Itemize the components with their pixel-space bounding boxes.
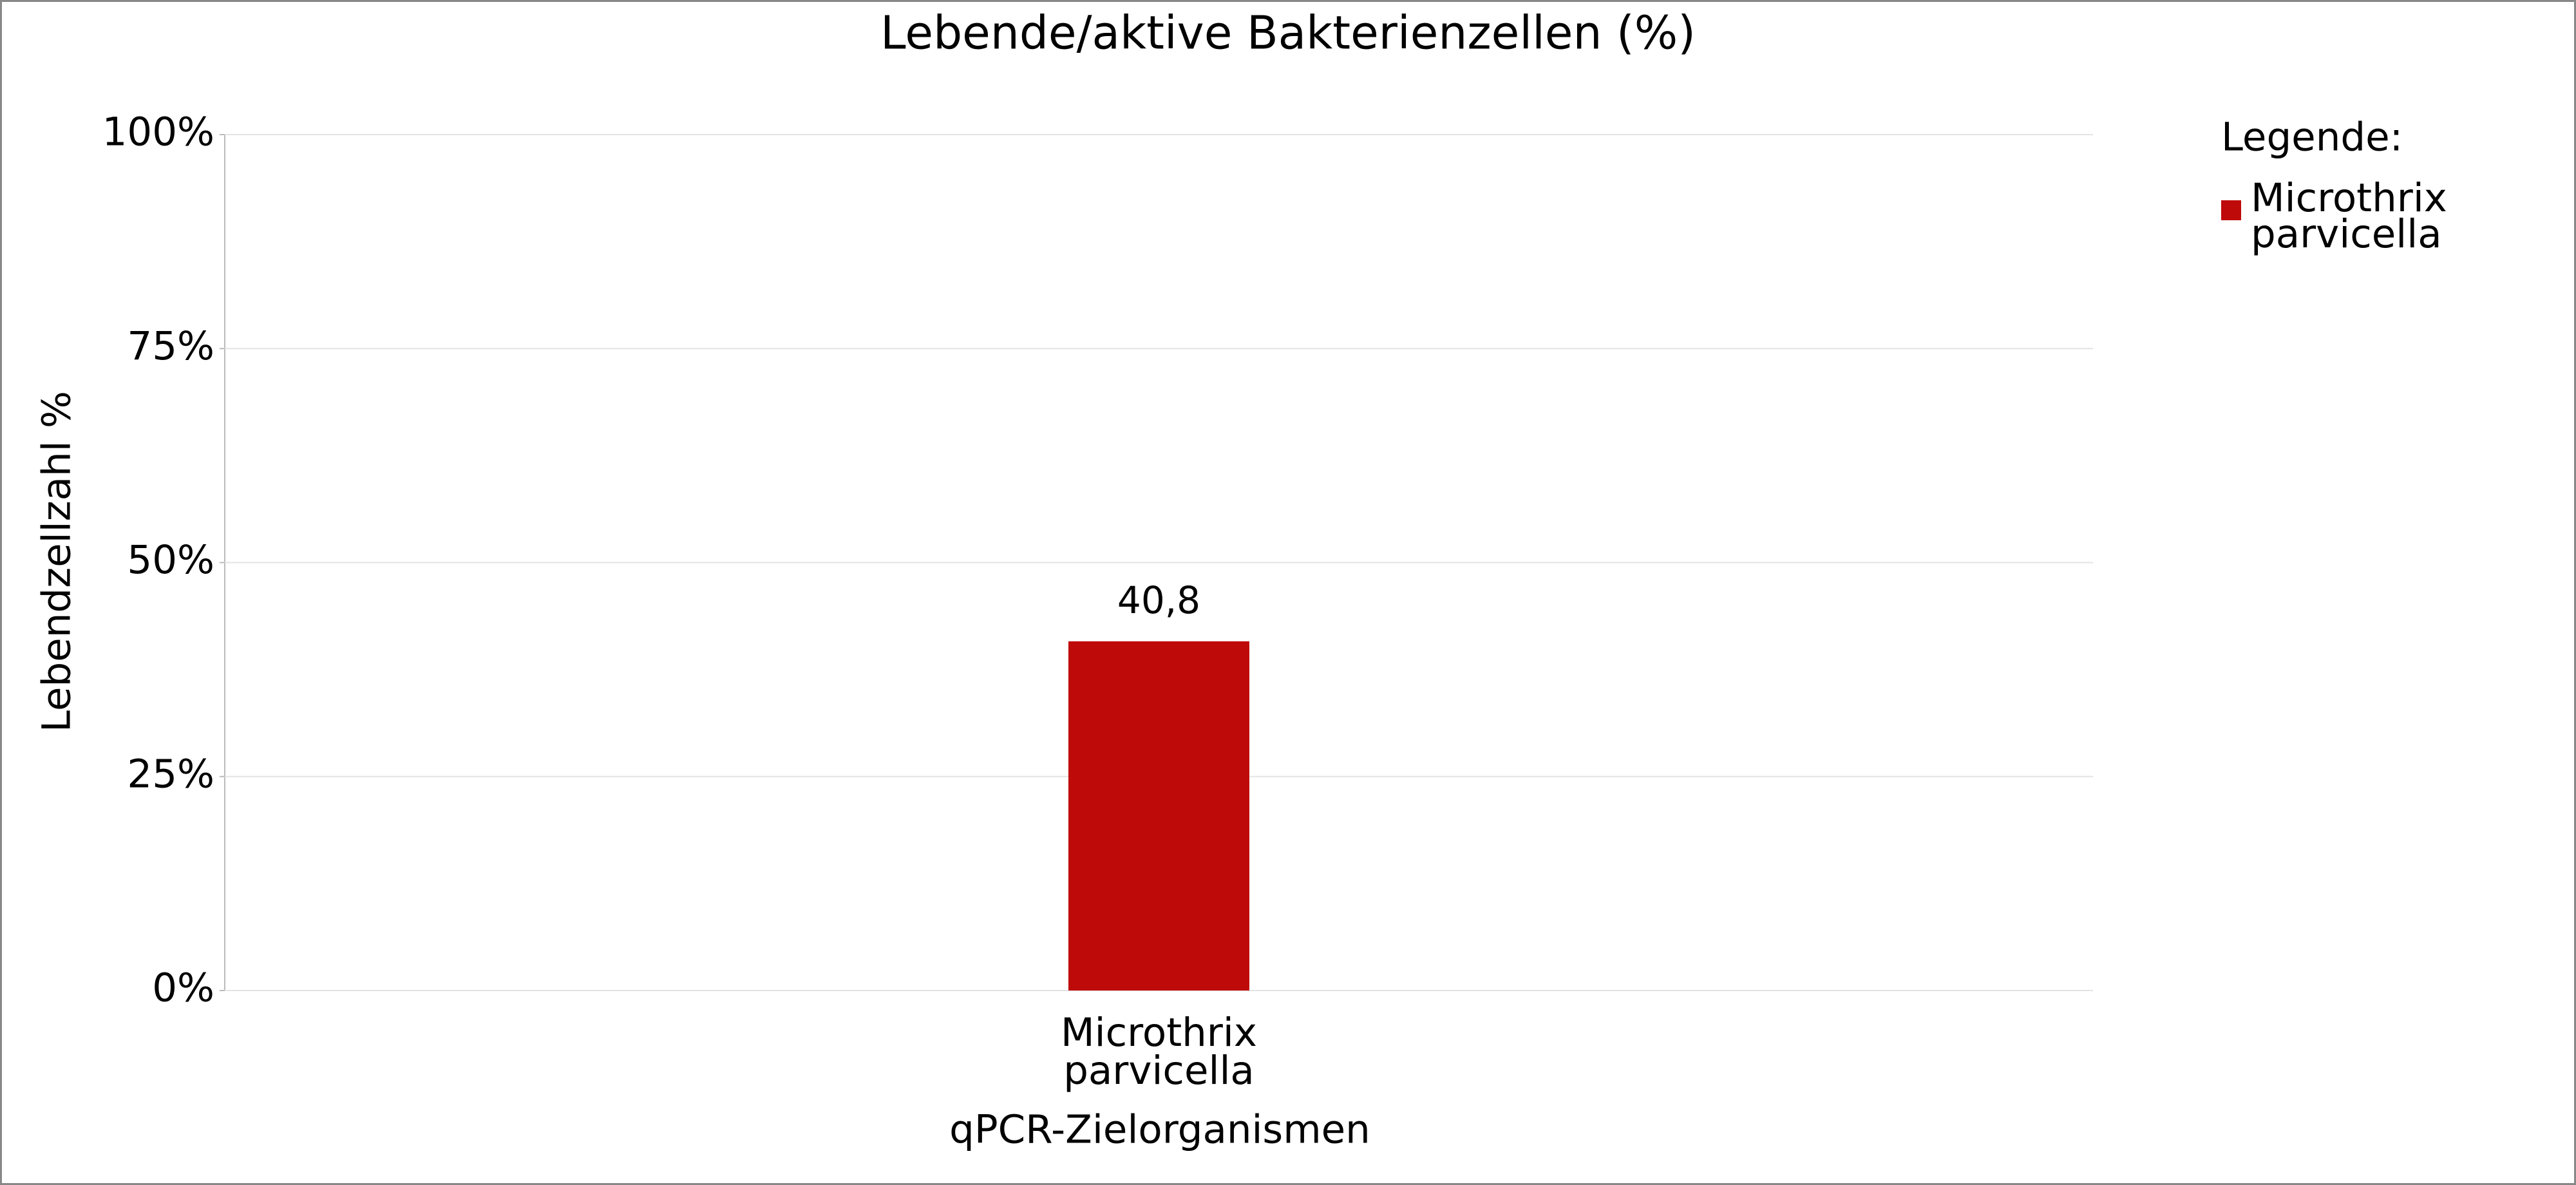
y-tick-label: 25% (127, 751, 214, 797)
legend-title: Legende: (2221, 115, 2403, 160)
y-tick-label: 0% (152, 965, 214, 1011)
bar (1068, 641, 1249, 991)
legend-swatch (2221, 200, 2241, 220)
x-axis-title: qPCR-Zielorganismen (949, 1107, 1370, 1153)
y-tick-label: 50% (127, 537, 214, 583)
y-tick-label: 100% (102, 109, 214, 155)
y-tick-label: 75% (127, 323, 214, 369)
data-label: 40,8 (1117, 578, 1200, 622)
chart-title: Lebende/aktive Bakterienzellen (%) (880, 6, 1696, 60)
x-tick-label: Microthrix parvicella (1061, 1010, 1257, 1094)
y-axis-title: Lebendzellzahl % (34, 391, 80, 732)
legend-label: Microthrix parvicella (2251, 175, 2447, 257)
